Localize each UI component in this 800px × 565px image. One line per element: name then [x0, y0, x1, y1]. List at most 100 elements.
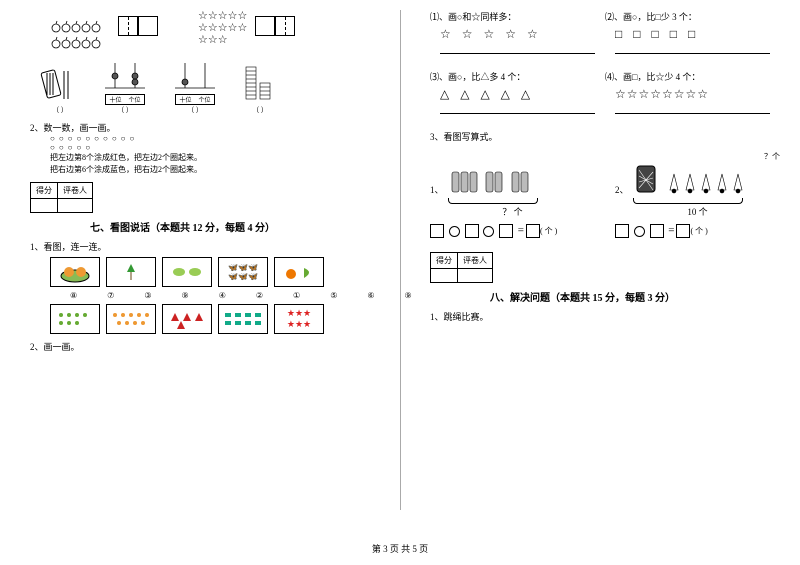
q-cell-2: ⑵、画○，比□少 3 个： □ □ □ □ □	[605, 10, 780, 62]
q-cell-3: ⑶、画○，比△多 4 个： △ △ △ △ △	[430, 70, 605, 122]
eq-box[interactable]	[499, 224, 513, 238]
abacus-row: （ ） 十位个位 （ ）	[40, 58, 380, 115]
q2-text: ⑵、画○，比□少 3 个：	[605, 10, 780, 23]
ones-label: 个位	[198, 95, 210, 104]
equation-1[interactable]: =(个)	[430, 224, 595, 238]
q2-instruction-2: 把右边第6个涂成蓝色，把右边2个圈起来。	[50, 164, 380, 176]
ten-label: 10 个	[615, 205, 780, 218]
abacus-1: 十位个位 （ ）	[100, 58, 150, 115]
draw-questions-grid: ⑴、画○和☆同样多： ☆ ☆ ☆ ☆ ☆ ⑵、画○，比□少 3 个： □ □ □…	[430, 10, 780, 130]
match-num: ④	[219, 291, 226, 300]
q2-instruction-1: 把左边第8个涂成红色，把左边2个圈起来。	[50, 152, 380, 164]
equation-2[interactable]: =(个)	[615, 224, 780, 238]
square-icon	[255, 16, 275, 36]
q-cell-4: ⑷、画□，比☆少 4 个： ☆☆☆☆☆☆☆☆	[605, 70, 780, 122]
eq-circle[interactable]	[449, 226, 460, 237]
top-figure-row: ☆☆☆☆☆ ☆☆☆☆☆ ☆☆☆	[30, 10, 380, 52]
match-num: ①	[293, 291, 300, 300]
brace-icon	[633, 198, 743, 204]
qmark-label: ？ 个	[430, 205, 595, 218]
eq-box[interactable]	[465, 224, 479, 238]
sticks-icon	[40, 63, 80, 103]
page-container: ☆☆☆☆☆ ☆☆☆☆☆ ☆☆☆ （ ）	[0, 0, 800, 530]
q3-title: 3、看图写算式。	[430, 130, 780, 143]
eq-box[interactable]	[650, 224, 664, 238]
circles-row-1: ○ ○ ○ ○ ○ ○ ○ ○ ○ ○	[50, 134, 380, 143]
q4-text: ⑷、画□，比☆少 4 个：	[605, 70, 780, 83]
q2b-title: 2、画一画。	[30, 340, 380, 353]
match-num: ⑦	[107, 291, 114, 300]
q1-rope-title: 1、跳绳比赛。	[430, 310, 780, 323]
eq-box[interactable]	[676, 224, 690, 238]
score-header: 得分	[431, 253, 458, 269]
qmark-top: ？个	[615, 151, 780, 162]
eq-box[interactable]	[430, 224, 444, 238]
match-box	[162, 257, 212, 287]
square-icon	[138, 16, 158, 36]
split-square-icon	[275, 16, 295, 36]
answer-line[interactable]	[440, 44, 595, 54]
match-box	[50, 304, 100, 334]
stars-row3: ☆☆☆	[198, 34, 247, 46]
match-box: 🦋🦋🦋🦋🦋🦋	[218, 257, 268, 287]
square-pair-1	[118, 16, 158, 38]
shuttlecocks-icon	[665, 166, 745, 196]
match-num: ③	[144, 291, 151, 300]
stars-row2: ☆☆☆☆☆	[198, 22, 247, 34]
q1-match-title: 1、看图，连一连。	[30, 240, 380, 253]
blocks-icon	[240, 63, 280, 103]
page-footer: 第 3 页 共 5 页	[0, 542, 800, 555]
abacus-icon	[170, 58, 220, 92]
score-header: 得分	[31, 183, 58, 199]
score-cell[interactable]	[31, 199, 58, 213]
apples-bottom	[50, 36, 110, 50]
answer-line[interactable]	[615, 104, 770, 114]
score-cell[interactable]	[431, 269, 458, 283]
match-box: ★★★★★★	[274, 304, 324, 334]
sticks-item: （ ）	[40, 63, 80, 115]
match-numbers-row: ⑧ ⑦ ③ ⑨ ④ ② ① ⑤ ⑥ ⑨	[70, 291, 380, 300]
match-num: ②	[256, 291, 263, 300]
abacus-2: 十位个位 （ ）	[170, 58, 220, 115]
cups-group	[450, 166, 532, 196]
ones-label: 个位	[128, 95, 140, 104]
square-pair-2	[255, 16, 295, 38]
eq-circle[interactable]	[634, 226, 645, 237]
match-top-row: 🦋🦋🦋🦋🦋🦋	[50, 257, 380, 287]
eq-circle[interactable]	[483, 226, 494, 237]
q1-shapes: ☆ ☆ ☆ ☆ ☆	[440, 27, 605, 42]
paren-label: （ ）	[240, 105, 280, 115]
match-num: ⑥	[367, 291, 374, 300]
paren-label: （ ）	[40, 105, 80, 115]
eq-unit: (个)	[690, 227, 709, 236]
cups-icon	[484, 166, 506, 196]
section-7-title: 七、看图说话（本题共 12 分，每题 4 分）	[90, 219, 380, 234]
eq-box[interactable]	[615, 224, 629, 238]
match-num: ⑤	[330, 291, 337, 300]
score-table: 得分评卷人	[30, 182, 93, 213]
match-box	[106, 257, 156, 287]
apples-top	[50, 10, 110, 34]
grader-header: 评卷人	[458, 253, 493, 269]
shuttlecock-tube-icon	[633, 162, 661, 196]
eq-box[interactable]	[526, 224, 540, 238]
stars-row1: ☆☆☆☆☆	[198, 10, 247, 22]
place-value-label: 十位个位	[175, 94, 215, 105]
match-box	[106, 304, 156, 334]
match-box	[162, 304, 212, 334]
tens-label: 十位	[109, 95, 121, 104]
equation-1-block: 1、 ？ 个 =(个)	[430, 166, 595, 238]
cups-icon	[450, 166, 480, 196]
grader-cell[interactable]	[58, 199, 93, 213]
left-column: ☆☆☆☆☆ ☆☆☆☆☆ ☆☆☆ （ ）	[0, 0, 400, 530]
answer-line[interactable]	[615, 44, 770, 54]
grader-cell[interactable]	[458, 269, 493, 283]
q-cell-1: ⑴、画○和☆同样多： ☆ ☆ ☆ ☆ ☆	[430, 10, 605, 62]
abacus-icon	[100, 58, 150, 92]
q4-shapes: ☆☆☆☆☆☆☆☆	[615, 87, 780, 102]
q2-shapes: □ □ □ □ □	[615, 27, 780, 42]
answer-line[interactable]	[440, 104, 595, 114]
paren-label: （ ）	[170, 105, 220, 115]
q3-shapes: △ △ △ △ △	[440, 87, 605, 102]
match-bottom-row: ★★★★★★	[50, 304, 380, 334]
